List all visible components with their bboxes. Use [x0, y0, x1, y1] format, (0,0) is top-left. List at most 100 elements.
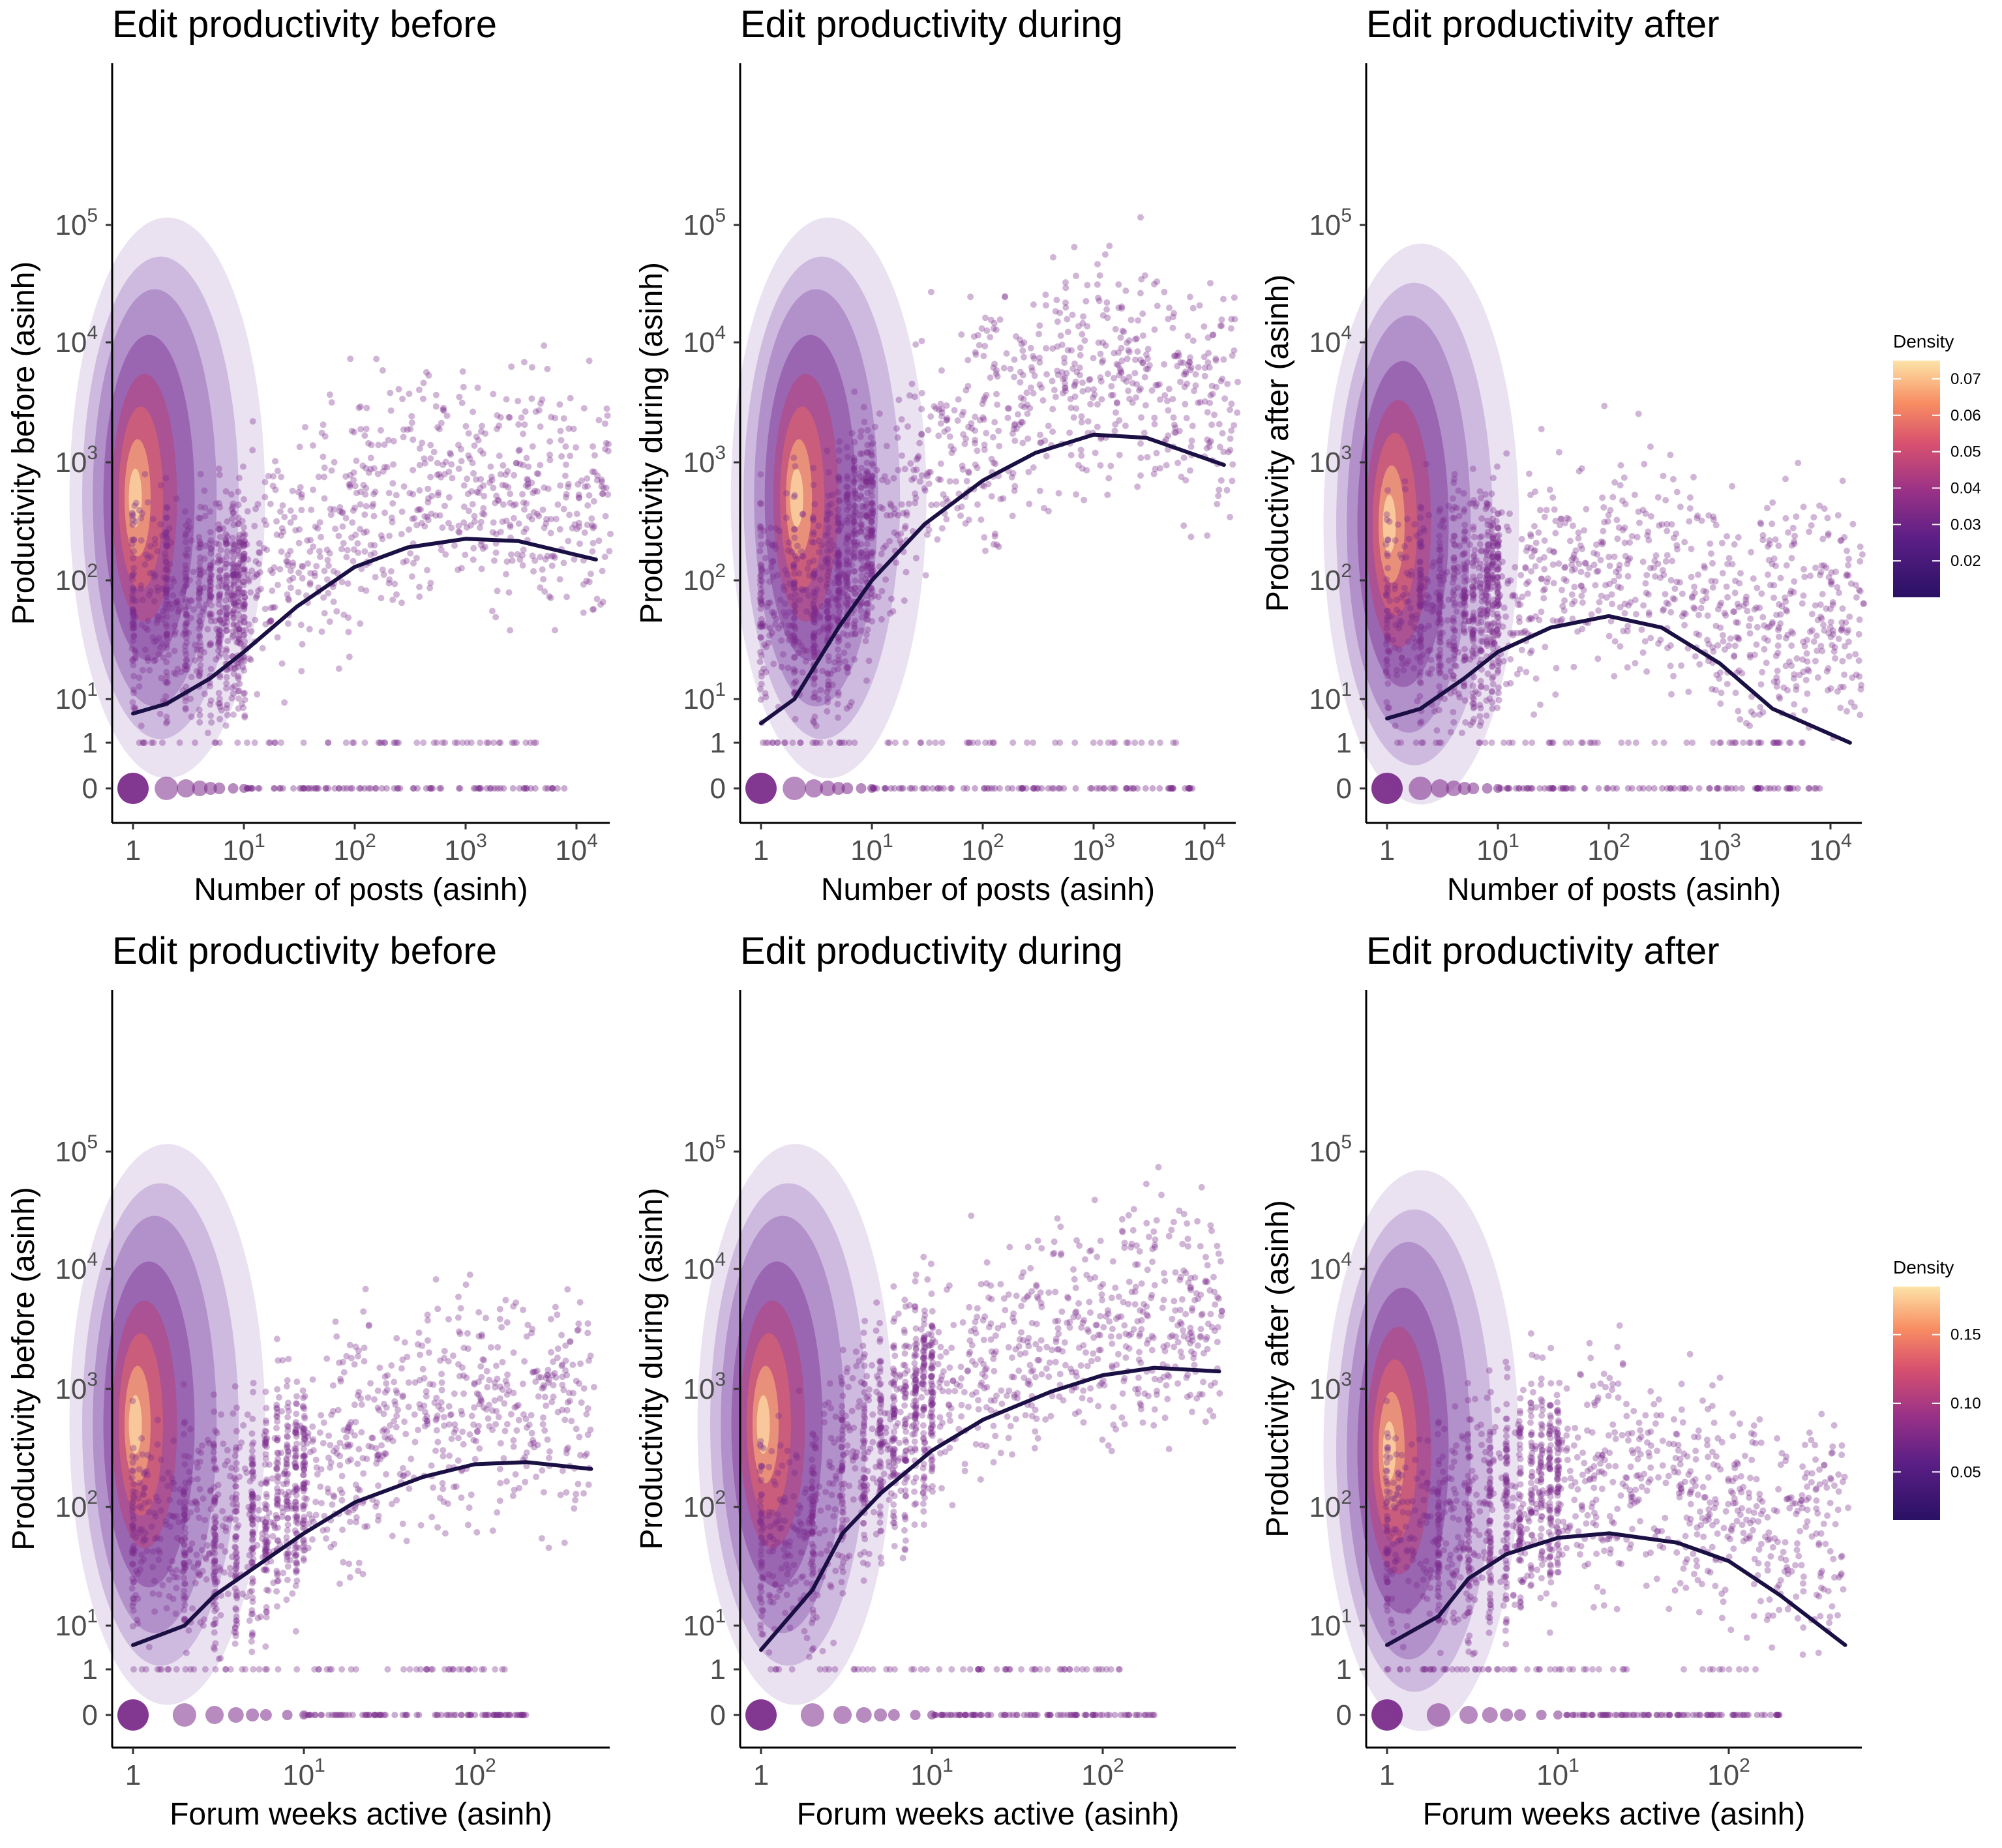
- scatter-point: [1813, 633, 1820, 639]
- scatter-point: [195, 544, 202, 552]
- scatter-point: [1731, 642, 1739, 649]
- scatter-point: [230, 509, 237, 516]
- scatter-point: [893, 559, 900, 566]
- scatter-point: [485, 739, 492, 746]
- scatter-point: [217, 616, 224, 623]
- scatter-point: [960, 408, 967, 415]
- scatter-point: [481, 511, 488, 518]
- scatter-point: [781, 739, 788, 746]
- scatter-point: [355, 1559, 363, 1566]
- scatter-point: [1212, 355, 1219, 363]
- scatter-point: [1510, 632, 1517, 639]
- scatter-point: [835, 653, 842, 660]
- scatter-point: [228, 694, 235, 702]
- scatter-point: [168, 539, 175, 546]
- scatter-point: [1004, 405, 1011, 412]
- scatter-point: [1564, 514, 1570, 522]
- scatter-point: [284, 561, 291, 569]
- scatter-point: [415, 386, 423, 393]
- scatter-point: [1741, 602, 1747, 609]
- zero-row-point: [1506, 785, 1513, 792]
- scatter-point: [232, 664, 239, 672]
- scatter-point: [1632, 660, 1639, 666]
- scatter-point: [367, 1380, 374, 1387]
- scatter-point: [1054, 318, 1061, 325]
- scatter-point: [241, 631, 248, 638]
- scatter-point: [393, 492, 400, 499]
- scatter-point: [462, 423, 470, 430]
- scatter-point: [811, 642, 818, 649]
- zero-row-point: [487, 785, 494, 792]
- scatter-point: [558, 437, 565, 444]
- scatter-point: [528, 395, 535, 402]
- scatter-point: [451, 542, 458, 549]
- scatter-point: [419, 440, 426, 447]
- zero-row-point: [436, 785, 443, 792]
- scatter-point: [344, 546, 351, 554]
- scatter-point: [1049, 428, 1056, 435]
- scatter-point: [1788, 554, 1795, 561]
- scatter-point: [481, 543, 488, 550]
- scatter-point: [1138, 276, 1145, 283]
- scatter-point: [217, 525, 224, 532]
- scatter-point: [528, 516, 535, 523]
- scatter-point: [1611, 638, 1619, 645]
- scatter-point: [758, 673, 765, 679]
- scatter-point: [318, 533, 324, 541]
- scatter-point: [380, 468, 387, 475]
- scatter-point: [305, 560, 311, 567]
- scatter-point: [1411, 664, 1417, 672]
- scatter-point: [606, 548, 613, 555]
- scatter-point: [791, 609, 798, 616]
- scatter-point: [300, 739, 307, 746]
- scatter-point: [218, 707, 225, 714]
- scatter-point: [989, 434, 996, 441]
- scatter-point: [383, 464, 391, 471]
- scatter-point: [831, 558, 839, 565]
- scatter-point: [1489, 475, 1497, 481]
- scatter-point: [317, 554, 323, 560]
- scatter-point: [879, 505, 886, 512]
- scatter-point: [142, 561, 149, 568]
- scatter-point: [835, 638, 842, 646]
- scatter-point: [1061, 380, 1068, 387]
- scatter-point: [163, 588, 170, 594]
- scatter-point: [207, 602, 215, 609]
- scatter-point: [816, 614, 823, 621]
- scatter-point: [507, 522, 514, 529]
- scatter-point: [149, 569, 157, 576]
- scatter-point: [207, 665, 215, 672]
- scatter-point: [1189, 305, 1197, 312]
- scatter-point: [1856, 616, 1863, 623]
- scatter-point: [196, 669, 203, 676]
- scatter-point: [1808, 610, 1815, 618]
- scatter-point: [497, 1480, 504, 1487]
- scatter-point: [215, 631, 222, 638]
- scatter-point: [1791, 701, 1798, 708]
- scatter-point: [234, 561, 241, 569]
- scatter-point: [974, 501, 981, 508]
- scatter-point: [223, 646, 230, 653]
- scatter-point: [497, 471, 504, 478]
- scatter-point: [318, 628, 325, 635]
- scatter-point: [1694, 514, 1701, 522]
- scatter-point: [1043, 345, 1050, 352]
- scatter-point: [1827, 633, 1834, 640]
- zero-row-point: [1034, 785, 1041, 792]
- scatter-point: [1103, 299, 1111, 306]
- scatter-point: [762, 554, 769, 561]
- scatter-point: [1098, 378, 1105, 385]
- density-contour-8: [128, 468, 142, 528]
- scatter-point: [1572, 565, 1578, 573]
- scatter-point: [522, 525, 530, 532]
- scatter-point: [1024, 410, 1031, 417]
- scatter-point: [1714, 606, 1722, 613]
- scatter-point: [576, 494, 583, 501]
- scatter-point: [1606, 562, 1613, 569]
- scatter-point: [299, 574, 306, 582]
- scatter-point: [363, 503, 370, 510]
- scatter-point: [480, 505, 487, 512]
- scatter-point: [1449, 495, 1456, 502]
- scatter-point: [1192, 382, 1199, 389]
- legend-tick-label: 0.04: [1950, 479, 1981, 497]
